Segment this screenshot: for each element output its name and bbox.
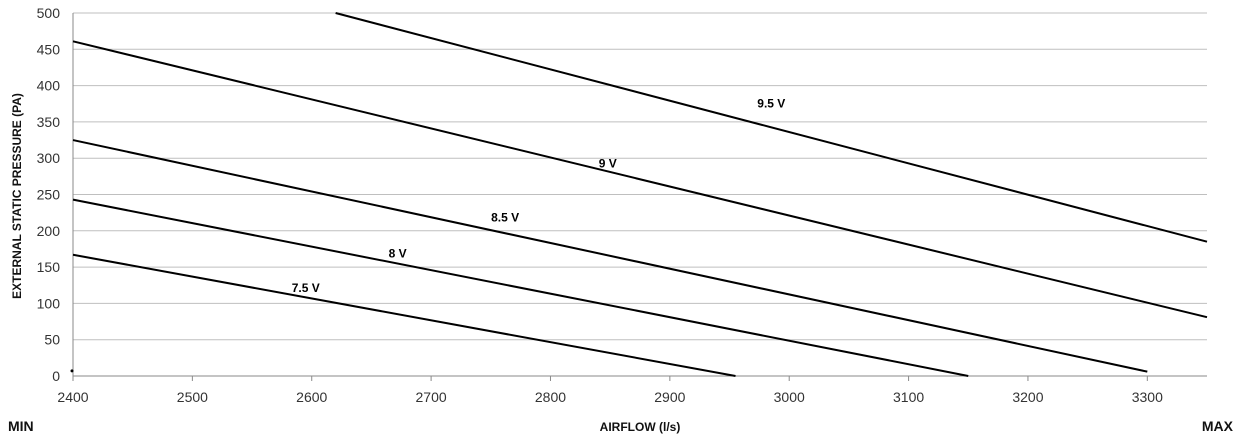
x-tick-label: 3000 xyxy=(774,389,805,405)
y-tick-label: 250 xyxy=(37,187,61,203)
origin-marker xyxy=(70,369,74,373)
x-tick-label: 3200 xyxy=(1012,389,1043,405)
x-tick-label: 2900 xyxy=(654,389,685,405)
series-label: 7.5 V xyxy=(292,281,320,295)
x-tick-label: 2500 xyxy=(177,389,208,405)
series-lines xyxy=(70,12,1208,377)
y-tick-label: 200 xyxy=(37,223,61,239)
y-tick-label: 100 xyxy=(37,295,61,311)
series-line xyxy=(335,12,1208,243)
series-label: 8.5 V xyxy=(491,210,519,224)
y-tick-label: 0 xyxy=(52,368,60,384)
y-tick-label: 300 xyxy=(37,150,61,166)
series-label: 9.5 V xyxy=(757,96,785,110)
x-axis-title: AIRFLOW (l/s) xyxy=(600,420,681,434)
max-label: MAX xyxy=(1201,418,1233,434)
y-tick-label: 450 xyxy=(37,41,61,57)
series-line xyxy=(72,253,736,377)
y-tick-label: 50 xyxy=(44,332,60,348)
gridlines xyxy=(73,12,1207,341)
y-tick-label: 500 xyxy=(37,5,61,21)
x-tick-label: 2700 xyxy=(416,389,447,405)
x-tick-label: 3100 xyxy=(893,389,924,405)
y-tick-label: 350 xyxy=(37,114,61,130)
x-tick-label: 2400 xyxy=(57,389,88,405)
series-label: 9 V xyxy=(599,157,617,171)
min-label: MIN xyxy=(8,418,34,434)
series-line xyxy=(72,139,1148,373)
x-tick-label: 2800 xyxy=(535,389,566,405)
series-line xyxy=(72,40,1208,319)
series-label: 8 V xyxy=(389,247,407,261)
axes xyxy=(72,13,1207,381)
x-tick-label: 2600 xyxy=(296,389,327,405)
series-labels: 7.5 V 8 V 8.5 V 9 V 9.5 V xyxy=(292,96,786,294)
series-line xyxy=(72,198,969,377)
y-tick-label: 150 xyxy=(37,259,61,275)
x-tick-label: 3300 xyxy=(1132,389,1163,405)
tick-labels: 0 50 100 150 200 250 300 350 400 450 500 2400 2500 26… xyxy=(37,5,1163,405)
y-axis-title: EXTERNAL STATIC PRESSURE (PA) xyxy=(10,93,24,299)
y-tick-label: 400 xyxy=(37,78,61,94)
